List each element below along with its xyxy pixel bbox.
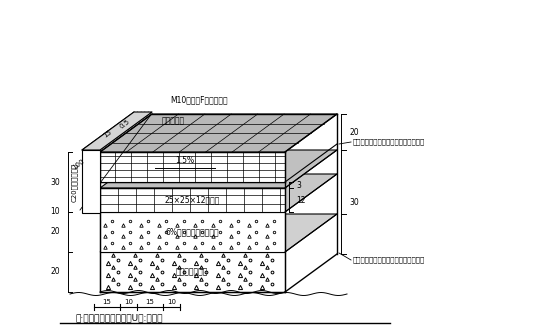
Text: 12: 12: [296, 195, 306, 204]
Text: 3: 3: [296, 180, 301, 189]
Text: C20石混凝土道缘: C20石混凝土道缘: [71, 162, 77, 201]
Text: 级配碎石下基层: 级配碎石下基层: [176, 268, 208, 277]
Polygon shape: [100, 188, 285, 212]
Text: 1.5%: 1.5%: [175, 156, 194, 165]
Text: 聚酯长丝针刺无纺土工布，或土工格栅: 聚酯长丝针刺无纺土工布，或土工格栅: [353, 139, 425, 145]
Polygon shape: [100, 152, 285, 182]
Text: 15: 15: [102, 299, 111, 305]
Text: 20: 20: [50, 268, 60, 277]
Polygon shape: [100, 212, 285, 252]
Polygon shape: [100, 214, 337, 252]
Polygon shape: [100, 114, 337, 152]
Text: 聚酯长丝针刺无纺土工布，或土工格栅: 聚酯长丝针刺无纺土工布，或土工格栅: [353, 257, 425, 263]
Text: 广·断面及立路？石造（U位:厘米）: 广·断面及立路？石造（U位:厘米）: [75, 314, 162, 323]
Polygon shape: [100, 174, 337, 212]
Text: 100: 100: [71, 158, 85, 170]
Text: 花岩立？石: 花岩立？石: [162, 116, 185, 125]
Text: 10: 10: [124, 299, 133, 305]
Text: 6%水泥稳定石屑上基层: 6%水泥稳定石屑上基层: [165, 227, 219, 236]
Text: M10水泥砂F砌筑并勾？: M10水泥砂F砌筑并勾？: [170, 95, 227, 104]
Text: 20: 20: [349, 128, 358, 137]
Polygon shape: [100, 150, 337, 188]
Text: 0.5: 0.5: [118, 119, 130, 130]
Text: 15: 15: [102, 129, 113, 139]
Text: 10: 10: [50, 207, 60, 216]
Polygon shape: [100, 252, 285, 292]
Text: 10: 10: [167, 299, 176, 305]
Polygon shape: [82, 112, 152, 150]
Text: 30: 30: [50, 177, 60, 186]
Text: 30: 30: [349, 197, 359, 206]
Text: 20: 20: [50, 227, 60, 236]
Text: 15: 15: [146, 299, 155, 305]
Text: 25×25×12花岗岩: 25×25×12花岗岩: [164, 195, 220, 204]
Polygon shape: [82, 150, 100, 213]
